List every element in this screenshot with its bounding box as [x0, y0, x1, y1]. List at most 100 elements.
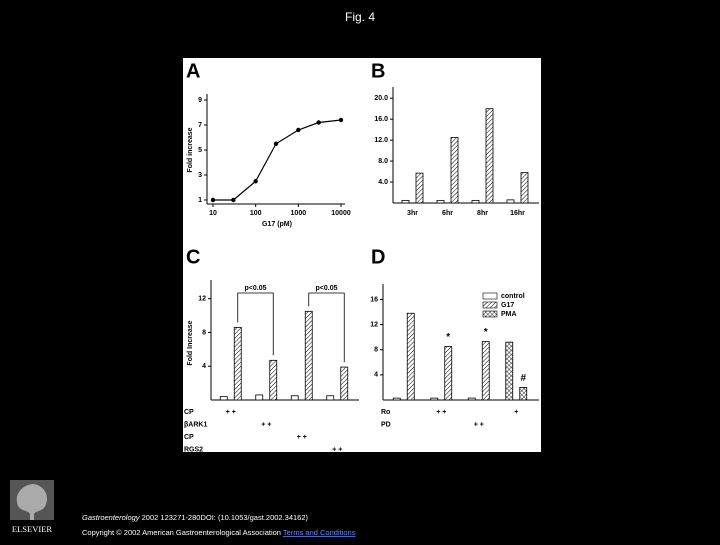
bar-annotation: #	[520, 373, 526, 384]
bar	[415, 172, 424, 204]
bar	[481, 341, 490, 401]
significance-bracket	[237, 292, 274, 356]
logo-tree	[16, 484, 48, 520]
y-tick-label: 5	[198, 147, 202, 154]
bar	[520, 172, 529, 204]
data-point	[273, 141, 279, 146]
bar	[340, 366, 349, 401]
panel-label: D	[371, 246, 385, 268]
logo-label: ELSEVIER	[12, 524, 52, 534]
bar	[485, 108, 494, 204]
terms-link[interactable]: Terms and Conditions	[283, 528, 356, 537]
treatment-sign: + +	[261, 421, 271, 428]
logo: ELSEVIER	[10, 480, 54, 534]
bar	[255, 394, 264, 401]
data-point	[210, 197, 216, 203]
treatment-label: βARK1	[184, 421, 207, 428]
legend-swatch	[482, 301, 498, 309]
data-point	[253, 179, 258, 184]
y-tick-label: 16.0	[374, 116, 388, 123]
y-axis-label: Fold increase	[187, 127, 194, 172]
bar	[436, 199, 445, 204]
bar	[304, 310, 313, 401]
data-point	[296, 127, 301, 133]
slide-title: Fig. 4	[345, 10, 375, 24]
treatment-sign: + +	[226, 409, 236, 416]
bar-annotation: *	[484, 327, 488, 338]
treatment-label: PD	[381, 421, 391, 428]
y-tick-label: 4	[202, 363, 206, 370]
treatment-label: Ro	[381, 409, 390, 416]
y-tick-label: 9	[198, 97, 202, 104]
legend-label: G17	[501, 302, 514, 309]
copyright: Copyright © 2002 American Gastroenterolo…	[82, 528, 356, 537]
bar	[444, 346, 453, 401]
y-tick-label: 12	[198, 296, 206, 303]
significance-label: p<0.05	[316, 285, 338, 292]
bar	[467, 397, 476, 401]
x-tick-label: 10	[209, 210, 217, 217]
bar	[401, 199, 410, 204]
panel-label: B	[371, 60, 385, 82]
data-point	[231, 197, 236, 203]
x-tick-label: 3hr	[407, 210, 418, 217]
x-tick-label: 100	[250, 210, 262, 217]
treatment-sign: +	[514, 409, 518, 416]
copyright-text: Copyright © 2002 American Gastroenterolo…	[82, 528, 281, 537]
y-tick-label: 16	[370, 296, 378, 303]
citation-text: 2002 123271-280DOI: (10.1053/gast.2002.3…	[142, 513, 309, 522]
y-tick-label: 8	[202, 329, 206, 336]
significance-label: p<0.05	[245, 285, 267, 292]
figure-panel	[183, 58, 541, 452]
bar	[471, 199, 480, 204]
bar	[450, 137, 459, 204]
x-tick-label: 16hr	[510, 210, 525, 217]
x-axis-label: G17 (pM)	[262, 221, 292, 228]
bar-annotation: *	[446, 332, 450, 343]
panel-label: A	[186, 60, 200, 82]
legend-label: control	[501, 293, 525, 300]
data-point	[338, 117, 344, 123]
y-tick-label: 8.0	[378, 158, 388, 165]
data-point	[316, 120, 321, 125]
legend-label: PMA	[501, 311, 517, 318]
treatment-sign: + +	[297, 434, 307, 441]
y-tick-label: 4	[374, 372, 378, 379]
citation: Gastroenterology 2002 123271-280DOI: (10…	[82, 513, 309, 522]
bar	[392, 397, 401, 401]
y-tick-label: 8	[374, 347, 378, 354]
y-tick-label: 3	[198, 172, 202, 179]
bar	[519, 387, 528, 401]
treatment-label: CP	[184, 409, 194, 416]
journal: Gastroenterology	[82, 513, 141, 522]
legend-swatch	[482, 292, 498, 300]
treatment-sign: + +	[436, 409, 446, 416]
treatment-sign: + +	[332, 446, 342, 453]
y-tick-label: 12.0	[374, 137, 388, 144]
treatment-label: CP	[184, 434, 194, 441]
x-tick-label: 8hr	[477, 210, 488, 217]
y-tick-label: 7	[198, 122, 202, 129]
x-tick-label: 10000	[331, 210, 351, 217]
treatment-label: RGS2	[184, 446, 203, 453]
panel-label: C	[186, 246, 200, 268]
bar	[233, 326, 242, 401]
y-tick-label: 1	[198, 197, 202, 204]
bar	[219, 396, 228, 401]
bar	[406, 312, 415, 401]
y-axis-label: Fold Increase	[187, 320, 194, 365]
legend-swatch	[482, 310, 498, 318]
bar	[506, 199, 515, 204]
y-tick-label: 4.0	[378, 179, 388, 186]
bar	[269, 359, 278, 401]
x-tick-label: 1000	[291, 210, 307, 217]
bar	[505, 341, 514, 401]
y-tick-label: 20.0	[374, 95, 388, 102]
bar	[326, 395, 335, 401]
bar	[290, 395, 299, 401]
x-tick-label: 6hr	[442, 210, 453, 217]
significance-bracket	[308, 292, 345, 363]
y-tick-label: 12	[370, 321, 378, 328]
